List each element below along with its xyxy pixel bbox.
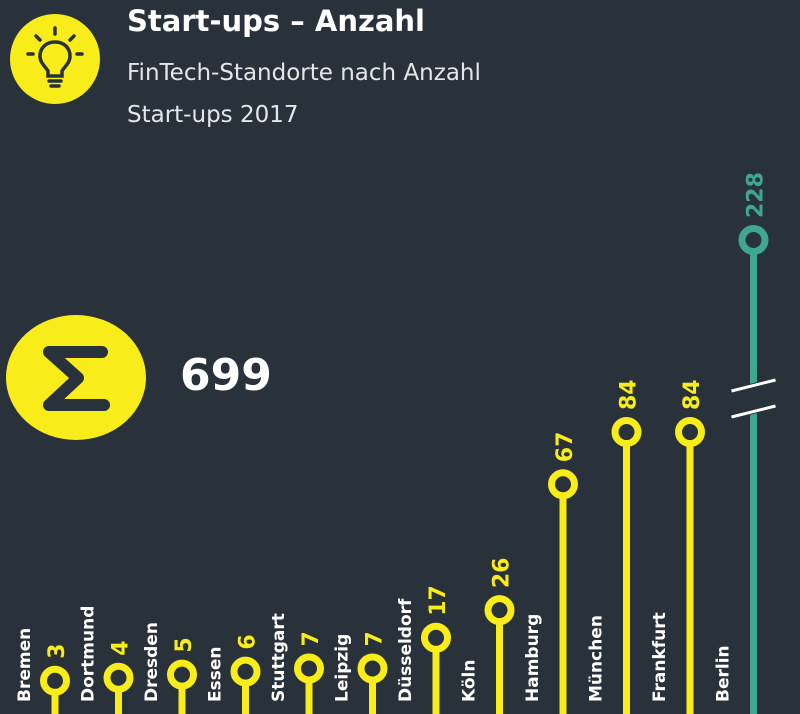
lollipop-stuttgart: 7 Stuttgart <box>269 613 324 714</box>
data-label: 3 <box>45 643 70 658</box>
lollipop-marker <box>484 595 515 626</box>
lollipop-marker <box>103 662 134 693</box>
lollipop-leipzig: 7 Leipzig <box>333 631 388 714</box>
category-label: Düsseldorf <box>396 598 416 702</box>
lollipop-düsseldorf: 17 Düsseldorf <box>396 585 451 714</box>
data-label: 6 <box>236 634 261 649</box>
category-label: Stuttgart <box>269 613 289 702</box>
category-label: München <box>587 615 607 702</box>
data-label: 84 <box>617 379 642 410</box>
sum-badge <box>6 315 146 440</box>
axis-break-marker <box>730 377 777 420</box>
category-label: Dresden <box>142 622 162 702</box>
chart-subtitle: FinTech-Standorte nach Anzahl Start-ups … <box>127 52 481 136</box>
category-label: Leipzig <box>333 634 353 702</box>
lollipop-bremen: 3 Bremen <box>15 628 70 714</box>
data-label: 84 <box>680 379 705 410</box>
lollipop-marker <box>738 225 769 255</box>
lollipop-marker <box>421 622 451 653</box>
lollipop-frankfurt: 84 Frankfurt <box>650 379 705 714</box>
lollipop-marker <box>548 469 578 500</box>
lollipop-marker <box>40 665 70 696</box>
lightbulb-badge <box>10 14 100 104</box>
data-label: 26 <box>490 558 515 589</box>
axis-break-line <box>731 378 776 393</box>
sigma-icon <box>43 346 110 411</box>
lollipop-dresden: 5 Dresden <box>142 622 197 714</box>
data-label: 4 <box>109 640 134 655</box>
category-label: Berlin <box>714 645 734 702</box>
lollipop-marker <box>230 656 261 687</box>
lollipop-münchen: 84 München <box>587 379 642 714</box>
data-label: 7 <box>299 631 324 646</box>
axis-break-line <box>731 404 776 419</box>
lollipop-marker <box>294 653 324 684</box>
category-label: Frankfurt <box>650 612 670 702</box>
data-label: 228 <box>744 172 769 218</box>
data-label: 5 <box>172 637 197 652</box>
axis-break-gap <box>730 377 777 420</box>
category-label: Köln <box>460 660 480 702</box>
lollipop-hamburg: 67 Hamburg <box>523 432 578 714</box>
chart-title: Start-ups – Anzahl <box>127 4 426 38</box>
lightbulb-icon <box>26 26 84 88</box>
lollipop-essen: 6 Essen <box>206 634 261 714</box>
lollipop-marker <box>611 417 642 448</box>
category-label: Essen <box>206 647 226 702</box>
data-label: 17 <box>426 585 451 616</box>
subtitle-line-2: Start-ups 2017 <box>127 102 299 128</box>
lollipop-marker <box>357 653 388 684</box>
lollipop-marker <box>167 659 197 690</box>
category-label: Dortmund <box>79 606 99 702</box>
category-label: Bremen <box>15 628 35 702</box>
lollipop-berlin: 228 Berlin <box>714 172 769 714</box>
category-label: Hamburg <box>523 614 543 702</box>
data-label: 7 <box>363 631 388 646</box>
lollipop-marker <box>675 417 705 448</box>
data-label: 67 <box>553 432 578 463</box>
total-value: 699 <box>180 350 272 401</box>
lollipop-köln: 26 Köln <box>460 558 515 714</box>
subtitle-line-1: FinTech-Standorte nach Anzahl <box>127 60 481 86</box>
lollipop-dortmund: 4 Dortmund <box>79 606 134 714</box>
